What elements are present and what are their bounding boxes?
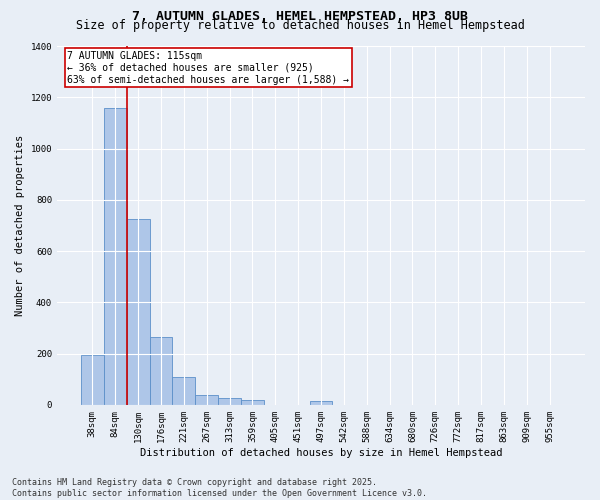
Bar — [149, 337, 172, 405]
Bar — [172, 376, 195, 405]
Text: Contains HM Land Registry data © Crown copyright and database right 2025.
Contai: Contains HM Land Registry data © Crown c… — [12, 478, 427, 498]
X-axis label: Distribution of detached houses by size in Hemel Hempstead: Distribution of detached houses by size … — [140, 448, 502, 458]
Bar — [127, 219, 149, 405]
Text: 7 AUTUMN GLADES: 115sqm
← 36% of detached houses are smaller (925)
63% of semi-d: 7 AUTUMN GLADES: 115sqm ← 36% of detache… — [67, 52, 349, 84]
Y-axis label: Number of detached properties: Number of detached properties — [15, 135, 25, 316]
Bar — [104, 108, 127, 405]
Bar — [81, 355, 104, 405]
Bar — [310, 401, 332, 405]
Text: Size of property relative to detached houses in Hemel Hempstead: Size of property relative to detached ho… — [76, 19, 524, 32]
Bar — [195, 395, 218, 405]
Text: 7, AUTUMN GLADES, HEMEL HEMPSTEAD, HP3 8UB: 7, AUTUMN GLADES, HEMEL HEMPSTEAD, HP3 8… — [132, 10, 468, 23]
Bar — [241, 400, 264, 405]
Bar — [218, 398, 241, 405]
